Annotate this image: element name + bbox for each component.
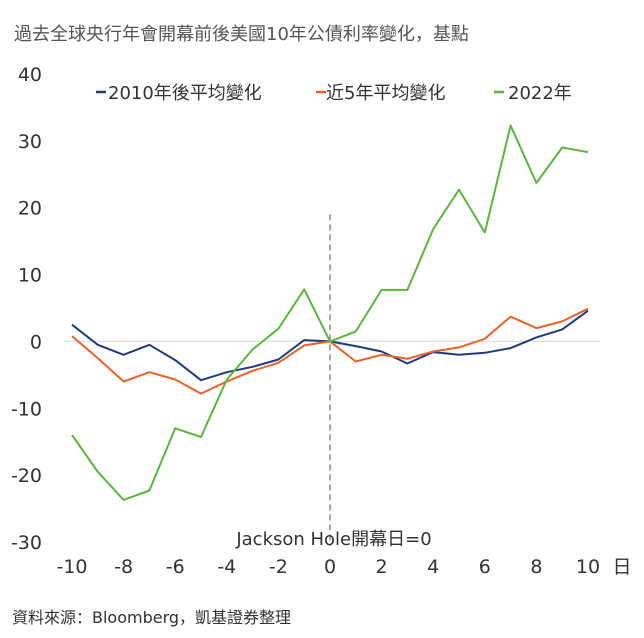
x-tick-label: -2 — [269, 556, 288, 578]
x-tick-label: 8 — [530, 556, 542, 578]
y-tick-label: -20 — [11, 465, 42, 487]
x-axis-unit: 日 — [612, 556, 631, 578]
y-tick-label: 20 — [18, 198, 42, 220]
event-day-annotation: Jackson Hole開幕日=0 — [235, 529, 431, 550]
x-tick-label: 6 — [479, 556, 491, 578]
x-tick-label: 10 — [576, 556, 600, 578]
x-tick-label: -10 — [56, 556, 87, 578]
x-tick-label: -8 — [114, 556, 133, 578]
y-tick-label: -30 — [11, 532, 42, 554]
legend: 2010年後平均變化 近5年平均變化 2022年 — [96, 83, 572, 104]
annotations: Jackson Hole開幕日=0 — [235, 214, 432, 550]
chart-title: 過去全球央行年會開幕前後美國10年公債利率變化，基點 — [14, 24, 469, 45]
y-tick-label: -10 — [11, 398, 42, 420]
x-axis: -10 -8 -6 -4 -2 0 2 4 6 8 10 日 — [56, 556, 631, 578]
x-tick-label: -6 — [166, 556, 185, 578]
x-tick-label: 0 — [324, 556, 336, 578]
x-tick-label: 2 — [376, 556, 388, 578]
y-tick-label: 0 — [30, 331, 42, 353]
series-line-1 — [71, 307, 589, 395]
legend-label-2: 2022年 — [508, 83, 572, 104]
y-axis: 40 30 20 10 0 -10 -20 -30 — [11, 64, 42, 554]
y-tick-label: 30 — [18, 131, 42, 153]
y-tick-label: 10 — [18, 265, 42, 287]
y-tick-label: 40 — [18, 64, 42, 86]
legend-label-0: 2010年後平均變化 — [108, 83, 262, 104]
series-layer — [71, 124, 589, 501]
x-tick-label: -4 — [217, 556, 236, 578]
x-tick-label: 4 — [427, 556, 439, 578]
series-line-2 — [71, 124, 589, 501]
source-note: 資料來源：Bloomberg，凱基證券整理 — [12, 608, 292, 627]
legend-label-1: 近5年平均變化 — [326, 83, 445, 104]
